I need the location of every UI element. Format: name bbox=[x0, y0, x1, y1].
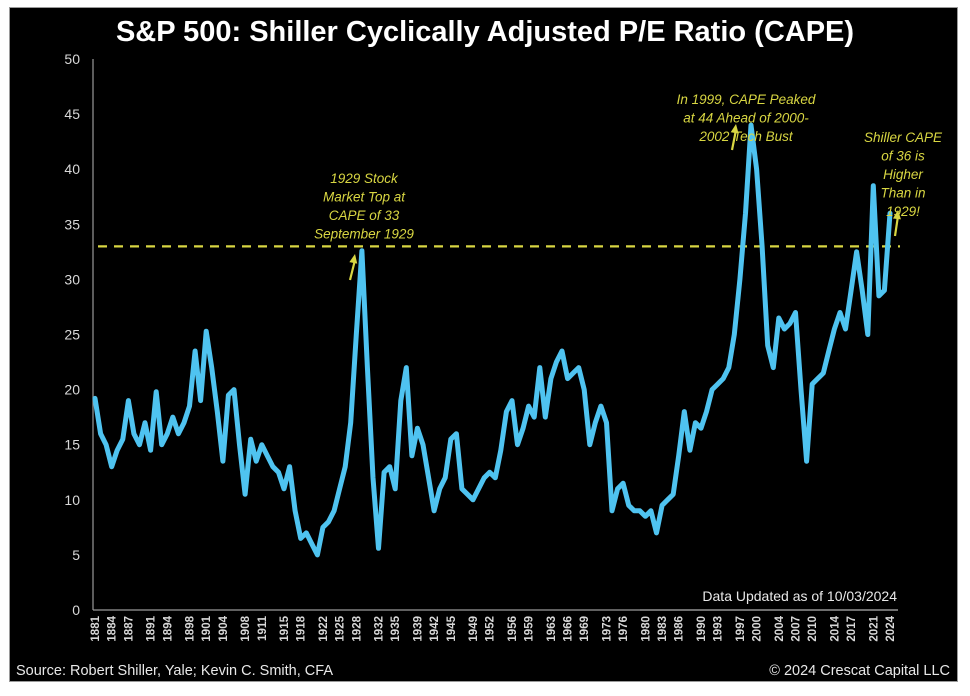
arrowhead-icon bbox=[892, 210, 901, 220]
annotation-text: Market Top at bbox=[323, 190, 406, 205]
x-axis-ticks: 1881 1884 1887 1891 1894 1898 1901 1904 1908 1911… bbox=[90, 615, 897, 641]
x-tick-label: 1966 bbox=[563, 616, 575, 642]
arrow-icon bbox=[893, 215, 900, 237]
x-tick-label: 2021 bbox=[868, 615, 880, 641]
x-tick-label: 1935 bbox=[390, 615, 402, 641]
x-tick-label: 2017 bbox=[846, 616, 858, 642]
annotation-3: Shiller CAPE of 36 is Higher Than in 1929! bbox=[864, 130, 943, 237]
x-tick-label: 1993 bbox=[713, 616, 725, 642]
x-tick-label: 1918 bbox=[296, 615, 308, 641]
arrowhead-icon bbox=[349, 254, 358, 264]
annotation-2: In 1999, CAPE Peaked at 44 Ahead of 2000-… bbox=[677, 92, 816, 151]
x-tick-label: 2014 bbox=[829, 615, 841, 641]
x-tick-label: 2024 bbox=[885, 615, 897, 641]
x-tick-label: 2000 bbox=[752, 616, 764, 642]
x-tick-label: 1925 bbox=[335, 615, 347, 641]
y-tick-label: 20 bbox=[64, 382, 80, 398]
x-tick-label: 2010 bbox=[807, 616, 819, 642]
arrowhead-icon bbox=[730, 124, 739, 134]
annotation-text: Shiller CAPE bbox=[864, 130, 943, 145]
x-tick-label: 2007 bbox=[790, 616, 802, 642]
x-tick-label: 1973 bbox=[601, 616, 613, 642]
annotations: 1929 Stock Market Top at CAPE of 33 Septemb… bbox=[314, 92, 943, 281]
x-tick-label: 1922 bbox=[318, 616, 330, 642]
x-tick-label: 1881 bbox=[90, 615, 102, 641]
x-tick-label: 1894 bbox=[162, 615, 174, 641]
annotation-text: CAPE of 33 bbox=[329, 208, 400, 223]
annotation-text: 1929 Stock bbox=[330, 171, 399, 186]
x-tick-label: 1959 bbox=[524, 616, 536, 642]
y-tick-label: 40 bbox=[64, 161, 80, 177]
x-tick-label: 1932 bbox=[374, 616, 386, 642]
annotation-text: of 36 is bbox=[881, 149, 925, 164]
source-credit: Source: Robert Shiller, Yale; Kevin C. S… bbox=[16, 663, 333, 679]
x-tick-label: 1949 bbox=[468, 616, 480, 642]
arrow-icon bbox=[348, 259, 357, 281]
x-tick-label: 1911 bbox=[257, 615, 269, 641]
x-tick-label: 1891 bbox=[146, 615, 158, 641]
annotation-text: Than in bbox=[880, 186, 925, 201]
x-tick-label: 1904 bbox=[218, 615, 230, 641]
y-tick-label: 35 bbox=[64, 216, 80, 232]
x-tick-label: 1884 bbox=[107, 615, 119, 641]
annotation-text: 1929! bbox=[886, 204, 920, 219]
y-tick-label: 5 bbox=[72, 547, 80, 563]
x-tick-label: 1963 bbox=[546, 616, 558, 642]
annotation-text: Higher bbox=[883, 167, 923, 182]
y-tick-label: 10 bbox=[64, 492, 80, 508]
chart-title: S&P 500: Shiller Cyclically Adjusted P/E… bbox=[116, 16, 854, 48]
x-tick-label: 1980 bbox=[640, 616, 652, 642]
x-tick-label: 1928 bbox=[351, 615, 363, 641]
x-tick-label: 1939 bbox=[412, 616, 424, 642]
annotation-text: at 44 Ahead of 2000- bbox=[683, 111, 809, 126]
annotation-text: September 1929 bbox=[314, 227, 414, 242]
x-tick-label: 1976 bbox=[618, 616, 630, 642]
y-tick-label: 0 bbox=[72, 602, 80, 618]
y-tick-label: 25 bbox=[64, 327, 80, 343]
x-tick-label: 1908 bbox=[240, 615, 252, 641]
x-tick-label: 1915 bbox=[279, 615, 291, 641]
x-tick-label: 1898 bbox=[185, 615, 197, 641]
x-tick-label: 1997 bbox=[735, 616, 747, 642]
x-tick-label: 1945 bbox=[446, 615, 458, 641]
y-axis-ticks: 0 5 10 15 20 25 30 35 40 45 50 bbox=[64, 51, 80, 618]
x-tick-label: 1969 bbox=[579, 616, 591, 642]
y-tick-label: 50 bbox=[64, 51, 80, 67]
x-tick-label: 1990 bbox=[696, 616, 708, 642]
cape-series-line bbox=[92, 122, 893, 558]
x-tick-label: 1986 bbox=[674, 616, 686, 642]
x-tick-label: 1952 bbox=[485, 616, 497, 642]
y-tick-label: 15 bbox=[64, 437, 80, 453]
x-tick-label: 1983 bbox=[657, 616, 669, 642]
x-tick-label: 1956 bbox=[507, 616, 519, 642]
x-tick-label: 1901 bbox=[201, 615, 213, 641]
data-updated-note: Data Updated as of 10/03/2024 bbox=[702, 588, 897, 604]
x-tick-label: 2004 bbox=[774, 615, 786, 641]
y-tick-label: 30 bbox=[64, 271, 80, 287]
annotation-text: In 1999, CAPE Peaked bbox=[677, 92, 816, 107]
arrow-icon bbox=[730, 129, 738, 151]
x-tick-label: 1942 bbox=[429, 616, 441, 642]
x-tick-label: 1887 bbox=[123, 616, 135, 642]
annotation-text: 2002 Tech Bust bbox=[698, 129, 794, 144]
y-tick-label: 45 bbox=[64, 106, 80, 122]
annotation-1: 1929 Stock Market Top at CAPE of 33 Septemb… bbox=[314, 171, 414, 281]
copyright: © 2024 Crescat Capital LLC bbox=[769, 663, 950, 679]
